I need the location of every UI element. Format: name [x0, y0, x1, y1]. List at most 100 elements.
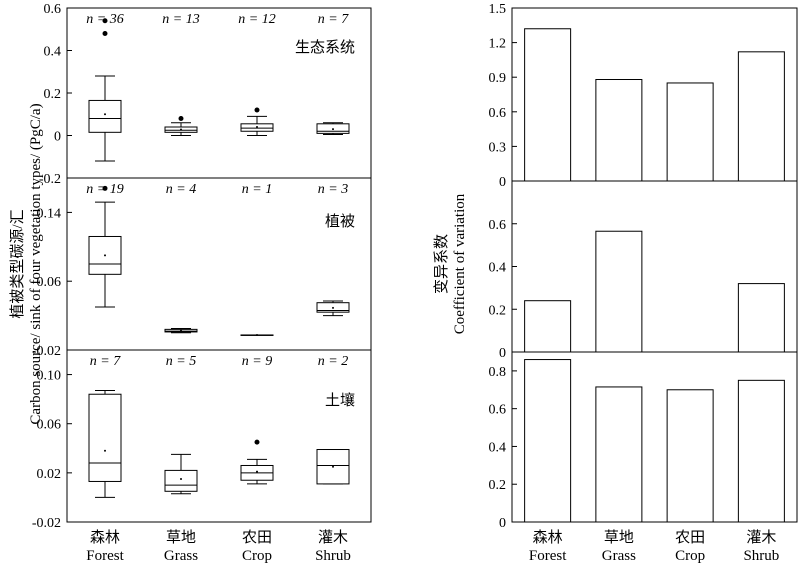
bar-grass	[595, 79, 643, 182]
panel-frame	[66, 7, 372, 179]
y-tick-label: 0	[54, 130, 61, 145]
bar-grass	[595, 230, 643, 353]
mean-marker	[256, 126, 258, 128]
bar-forest	[524, 300, 572, 353]
boxplot-panel: -0.02 0.02 0.06 0.10 土壤 n = 7 n = 5 n = 9 n = 2	[32, 349, 372, 531]
y-tick-label: 1.5	[489, 2, 507, 17]
category-label-en: Forest	[529, 548, 567, 564]
bar-forest	[524, 28, 572, 182]
box-crop: n = 1	[240, 182, 274, 336]
box-iqr	[88, 393, 122, 482]
bar-chart: 0 0.3 0.6 0.9 1.2 1.5 0 0.2 0.4 0.6 0 0.2 0.4 0.6 0.8 森…	[489, 2, 798, 564]
box-grass: n = 5	[164, 354, 198, 495]
bar-crop	[666, 389, 714, 523]
outlier-point	[102, 18, 108, 24]
sample-count: n = 4	[166, 182, 196, 197]
y-tick-label: 0.10	[37, 369, 62, 384]
y-tick-label: 0.6	[44, 2, 62, 17]
box-shrub: n = 3	[316, 182, 350, 317]
category-label-cn: 灌木	[746, 529, 776, 546]
bar-panel: 0 0.2 0.4 0.6 0.8	[489, 351, 798, 531]
outlier-point	[102, 185, 108, 191]
sample-count: n = 9	[242, 354, 272, 369]
y-tick-label: 0.3	[489, 140, 507, 155]
y-tick-label: 0.2	[44, 87, 62, 102]
y-tick-label: 0.6	[489, 403, 507, 418]
sample-count: n = 7	[318, 12, 349, 27]
y-tick-label: -0.2	[39, 172, 61, 187]
panel-title: 土壤	[325, 391, 355, 409]
mean-marker	[180, 478, 182, 480]
category-label-cn: 农田	[675, 529, 705, 546]
bar-shrub	[737, 51, 785, 182]
box-iqr	[88, 99, 122, 133]
y-tick-label: 0.8	[489, 365, 507, 380]
outlier-point	[254, 439, 260, 445]
y-tick-label: 0	[499, 346, 506, 361]
y-tick-label: 0.4	[489, 440, 507, 455]
mean-marker	[104, 254, 106, 257]
left-ylabel-cn: 植被类型碳源/汇	[9, 209, 26, 318]
category-label-cn: 农田	[242, 529, 272, 546]
category-label-en: Grass	[602, 548, 636, 564]
mean-marker	[256, 333, 258, 336]
bar-shrub	[737, 379, 785, 523]
sample-count: n = 5	[166, 354, 196, 369]
y-tick-label: 0.4	[44, 45, 62, 60]
left-ylabel-en: Carbon source/ sink of four vegetation t…	[28, 103, 44, 424]
y-tick-label: 0.06	[37, 275, 62, 290]
box-forest: n = 36	[86, 12, 124, 162]
y-tick-label: 0.14	[37, 206, 62, 221]
mean-marker	[104, 449, 106, 452]
bar-shrub	[737, 283, 785, 353]
mean-marker	[256, 470, 258, 473]
mean-marker	[180, 128, 182, 131]
mean-marker	[332, 465, 334, 468]
category-label-cn: 草地	[166, 529, 196, 546]
mean-marker	[104, 113, 106, 116]
outlier-point	[178, 116, 184, 121]
box-crop: n = 9	[240, 354, 274, 485]
y-tick-label: 0.02	[37, 467, 62, 482]
mean-marker	[332, 128, 334, 131]
y-tick-label: 0.9	[489, 71, 507, 86]
sample-count: n = 7	[90, 354, 121, 369]
bar-panel: 0 0.3 0.6 0.9 1.2 1.5	[489, 2, 798, 190]
sample-count: n = 3	[318, 182, 348, 197]
y-tick-label: 0.06	[37, 418, 62, 433]
box-iqr	[164, 469, 198, 492]
box-shrub: n = 7	[316, 12, 350, 135]
y-tick-label: 1.2	[489, 37, 507, 52]
category-label-cn: 森林	[533, 529, 563, 546]
sample-count: n = 13	[162, 12, 199, 27]
right-ylabel-en: Coefficient of variation	[452, 193, 468, 334]
category-label-en: Crop	[242, 548, 272, 564]
category-label-en: Crop	[675, 548, 705, 564]
panel-title: 植被	[325, 213, 355, 230]
bar-forest	[524, 359, 572, 523]
y-tick-label: 0.6	[489, 106, 507, 121]
y-tick-label: 0.2	[489, 303, 507, 318]
mean-marker	[332, 306, 334, 309]
sample-count: n = 1	[242, 182, 272, 197]
right-ylabel-cn: 变异系数	[433, 234, 450, 294]
y-tick-label: 0	[499, 175, 506, 190]
category-label-cn: 灌木	[318, 529, 348, 546]
outlier-point	[254, 107, 260, 113]
category-label-en: Grass	[164, 548, 198, 564]
y-tick-label: -0.02	[32, 516, 61, 531]
panel-frame	[66, 349, 372, 523]
bar-panel: 0 0.2 0.4 0.6	[489, 180, 798, 361]
y-tick-label: 0.6	[489, 218, 507, 233]
box-grass: n = 13	[162, 12, 200, 136]
y-tick-label: 0	[499, 516, 506, 531]
category-label-cn: 森林	[90, 529, 120, 546]
bar-grass	[595, 386, 643, 523]
category-label-en: Shrub	[743, 548, 779, 564]
outlier-point	[102, 31, 108, 36]
sample-count: n = 2	[318, 354, 348, 369]
bar-crop	[666, 82, 714, 182]
panel-title: 生态系统	[295, 39, 355, 56]
y-tick-label: 0.2	[489, 478, 507, 493]
